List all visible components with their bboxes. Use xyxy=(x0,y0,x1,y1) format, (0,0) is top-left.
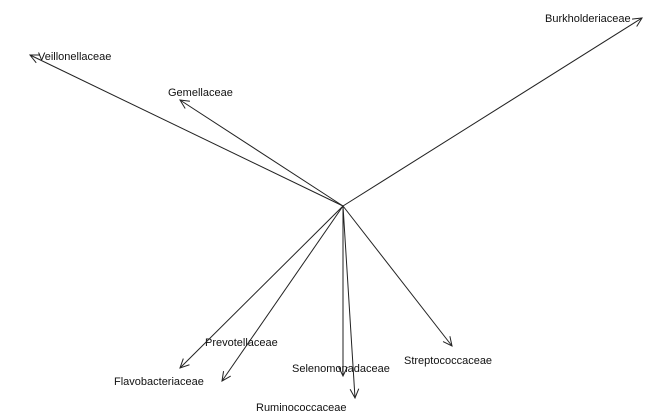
vector-veillonellaceae xyxy=(29,54,344,207)
vector-group: Burkholderiaceae Veillonellaceae Gemellace… xyxy=(28,13,643,414)
arrowhead-streptococcaceae xyxy=(442,336,453,347)
arrowhead-selenomonadaceae xyxy=(338,366,348,378)
vector-burkholderiaceae xyxy=(342,17,643,207)
label-selenomonadaceae: Selenomonadaceae xyxy=(292,363,390,375)
arrowhead-burkholderiaceae xyxy=(632,17,643,27)
label-streptococcaceae: Streptococcaceae xyxy=(404,355,492,367)
label-gemellaceae: Gemellaceae xyxy=(168,87,233,99)
vector-gemellaceae xyxy=(179,99,344,207)
label-ruminococcaceae: Ruminococcaceae xyxy=(256,402,347,414)
label-flavobacteriaceae: Flavobacteriaceae xyxy=(114,376,204,388)
label-veillonellaceae: Veillonellaceae xyxy=(38,51,111,63)
arrowhead-veillonellaceae xyxy=(28,54,41,64)
arrowhead-gemellaceae xyxy=(179,99,190,109)
arrowhead-ruminococcaceae xyxy=(349,388,360,400)
vector-streptococcaceae xyxy=(342,205,453,347)
vector-flavobacteriaceae xyxy=(179,205,344,369)
vector-prevotellaceae xyxy=(221,205,344,382)
arrowhead-flavobacteriaceae xyxy=(179,358,190,369)
arrowhead-prevotellaceae xyxy=(221,371,231,382)
label-prevotellaceae: Prevotellaceae xyxy=(205,337,278,349)
label-burkholderiaceae: Burkholderiaceae xyxy=(545,13,631,25)
vector-ruminococcaceae xyxy=(342,205,356,399)
